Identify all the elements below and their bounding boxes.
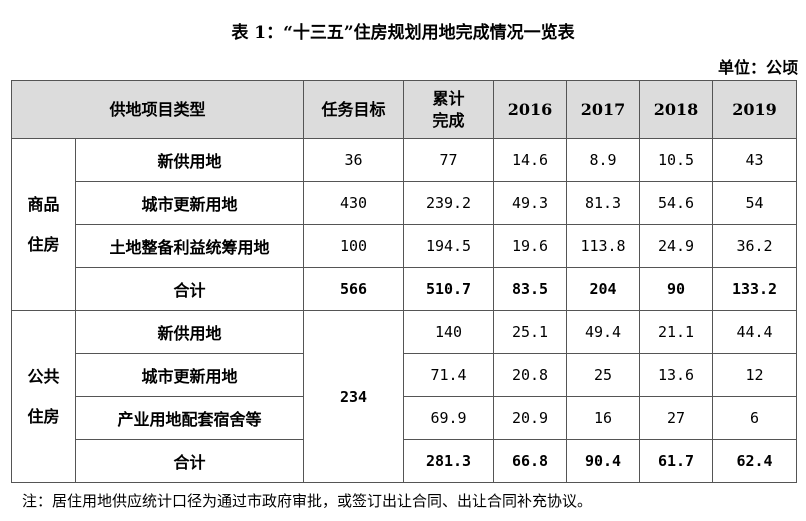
cell-2018: 24.9: [639, 224, 714, 268]
land-supply-table: 供地项目类型 任务目标 累计 完成 2016 2017 2018 2019 商品…: [10, 80, 798, 483]
header-2017: 2017: [566, 80, 641, 139]
table-row: 公共 住房 新供用地 234 140 25.1 49.4 21.1 44.4: [11, 310, 798, 483]
header-type: 供地项目类型: [10, 80, 305, 139]
unit-label: 单位：公顷: [717, 58, 798, 77]
cell-2017: 49.4: [566, 310, 641, 354]
cell-2019: 6: [712, 396, 798, 440]
cell-cumulative: 281.3: [403, 439, 495, 483]
cell-2018: 10.5: [639, 138, 714, 182]
cell-cumulative: 77: [403, 138, 495, 182]
table-row: 商品 住房 新供用地 36 77 14.6 8.9 10.5 43: [11, 138, 798, 311]
cell-cumulative: 71.4: [403, 353, 495, 397]
table-row: 土地整备利益统筹用地 100 194.5 19.6 113.8 24.9 36.…: [12, 224, 798, 268]
cell-2018: 21.1: [639, 310, 714, 354]
cell-2019: 62.4: [712, 439, 798, 483]
row-label: 新供用地: [74, 138, 305, 182]
cell-2017: 16: [566, 396, 641, 440]
row-label-total: 合计: [74, 439, 305, 483]
cell-target: 566: [303, 267, 405, 311]
row-label-total: 合计: [74, 267, 305, 311]
cell-2017: 25: [566, 353, 641, 397]
header-2018: 2018: [639, 80, 714, 139]
cell-cumulative: 69.9: [403, 396, 495, 440]
row-label: 产业用地配套宿舍等: [74, 396, 305, 440]
table-title: 表 1：“十三五”住房规划用地完成情况一览表: [231, 23, 575, 43]
cell-2018: 90: [639, 267, 714, 311]
cell-target-public: 234: [303, 310, 405, 483]
cell-2016: 49.3: [493, 181, 568, 225]
cell-cumulative: 239.2: [403, 181, 495, 225]
cell-cumulative: 194.5: [403, 224, 495, 268]
header-target: 任务目标: [303, 80, 405, 139]
table-row: 产业用地配套宿舍等 69.9 20.9 16 27 6: [12, 396, 798, 440]
cell-2017: 204: [566, 267, 641, 311]
cell-2018: 27: [639, 396, 714, 440]
cell-2019: 36.2: [712, 224, 798, 268]
cell-cumulative: 510.7: [403, 267, 495, 311]
cell-2019: 133.2: [712, 267, 798, 311]
cell-2019: 43: [712, 138, 798, 182]
cell-2019: 12: [712, 353, 798, 397]
row-label: 城市更新用地: [74, 353, 305, 397]
header-2016: 2016: [493, 80, 568, 139]
cell-2016: 20.8: [493, 353, 568, 397]
header-2019: 2019: [712, 80, 798, 139]
table-row-total: 合计 281.3 66.8 90.4 61.7 62.4: [12, 439, 798, 483]
cell-2018: 54.6: [639, 181, 714, 225]
cell-2016: 66.8: [493, 439, 568, 483]
category-public: 公共 住房: [11, 310, 76, 483]
table-row: 城市更新用地 430 239.2 49.3 81.3 54.6 54: [12, 181, 798, 225]
cell-target: 36: [303, 138, 405, 182]
cell-2016: 14.6: [493, 138, 568, 182]
cell-2018: 13.6: [639, 353, 714, 397]
cell-2016: 25.1: [493, 310, 568, 354]
cell-2017: 8.9: [566, 138, 641, 182]
row-label: 城市更新用地: [74, 181, 305, 225]
cell-2017: 81.3: [566, 181, 641, 225]
cell-2017: 113.8: [566, 224, 641, 268]
footnote: 注：居住用地供应统计口径为通过市政府审批，或签订出让合同、出让合同补充协议。: [22, 492, 593, 510]
row-label: 土地整备利益统筹用地: [74, 224, 305, 268]
cell-2019: 44.4: [712, 310, 798, 354]
cell-2017: 90.4: [566, 439, 641, 483]
table-row-total: 合计 566 510.7 83.5 204 90 133.2: [12, 267, 798, 311]
cell-target: 430: [303, 181, 405, 225]
cell-2016: 83.5: [493, 267, 568, 311]
cell-2016: 20.9: [493, 396, 568, 440]
cell-2019: 54: [712, 181, 798, 225]
cell-cumulative: 140: [403, 310, 495, 354]
row-label: 新供用地: [74, 310, 305, 354]
category-commercial: 商品 住房: [11, 138, 76, 311]
cell-2016: 19.6: [493, 224, 568, 268]
table-row: 城市更新用地 71.4 20.8 25 13.6 12: [12, 353, 798, 397]
cell-target: 100: [303, 224, 405, 268]
cell-2018: 61.7: [639, 439, 714, 483]
header-row: 供地项目类型 任务目标 累计 完成 2016 2017 2018 2019: [10, 80, 798, 139]
header-cumulative: 累计 完成: [403, 80, 495, 139]
